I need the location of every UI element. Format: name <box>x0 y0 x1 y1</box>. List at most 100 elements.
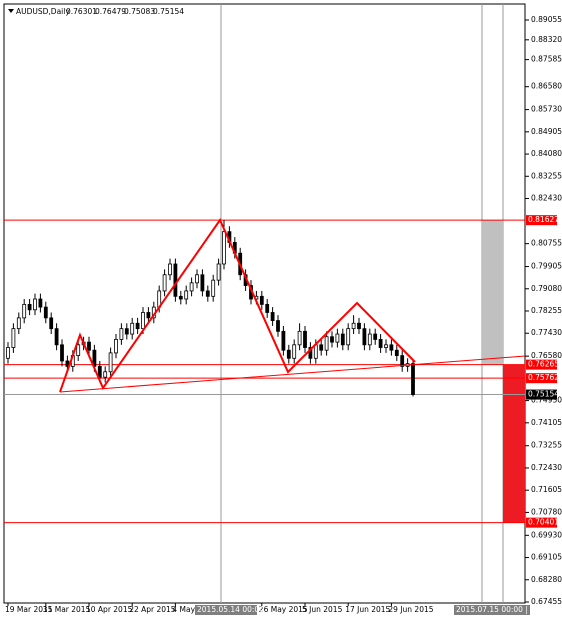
y-tick-label: 0.84080 <box>531 149 562 158</box>
candle-body <box>216 263 221 281</box>
candle-body <box>335 333 340 343</box>
candle-body <box>168 263 172 276</box>
price-tag-label: 0.70401 <box>528 518 559 527</box>
price-tag-label: 0.76265 <box>528 360 559 369</box>
candle-body <box>33 298 37 311</box>
candle-body <box>119 328 124 340</box>
candle-body <box>357 322 361 330</box>
candle-body <box>330 336 334 343</box>
candle-body <box>351 322 356 330</box>
crosshair-tag <box>195 605 257 615</box>
header-close: 0.75154 <box>153 7 184 16</box>
y-tick-label: 0.88320 <box>531 35 562 44</box>
x-tick-label: 5 Jun 2015 <box>302 605 343 614</box>
plot-frame <box>3 3 526 604</box>
candle-body <box>265 304 270 313</box>
y-tick-label: 0.83255 <box>531 171 562 180</box>
y-tick-label: 0.77430 <box>531 328 562 337</box>
zone-box <box>482 220 503 365</box>
y-tick-label: 0.79905 <box>531 262 562 271</box>
y-tick-label: 0.72430 <box>531 463 562 472</box>
candle-body <box>411 363 415 395</box>
candle-body <box>114 339 118 354</box>
price-tag-label: 0.75154 <box>528 390 559 399</box>
pattern-drawing <box>59 217 416 393</box>
y-tick-label: 0.73255 <box>531 441 562 450</box>
y-tick-label: 0.70780 <box>531 507 562 516</box>
x-tick-label: 31 Mar 2015 <box>43 605 91 614</box>
price-tag <box>526 359 557 370</box>
y-tick-label: 0.68280 <box>531 575 562 584</box>
candle-body <box>205 290 210 297</box>
candle-body <box>276 320 280 332</box>
candle-body <box>97 365 102 378</box>
future-tag <box>454 605 530 615</box>
price-tag <box>526 215 557 226</box>
y-tick-label: 0.82430 <box>531 194 562 203</box>
candle-body <box>141 312 145 330</box>
y-tick-label: 0.74105 <box>531 418 562 427</box>
candle-body <box>367 333 372 346</box>
y-tick-label: 0.89055 <box>531 15 562 24</box>
candle-body <box>189 282 194 292</box>
candle-body <box>297 330 302 346</box>
y-tick-label: 0.69105 <box>531 553 562 562</box>
candle-body <box>259 295 264 305</box>
price-tag <box>526 389 557 400</box>
candle-body <box>286 349 291 359</box>
price-tag-label: 0.75762 <box>528 373 559 382</box>
candle-body <box>60 344 64 362</box>
y-tick-label: 0.85730 <box>531 105 562 114</box>
y-tick-label: 0.86580 <box>531 82 562 91</box>
y-tick-label: 0.87585 <box>531 55 562 64</box>
candle-body <box>54 328 59 346</box>
candle-body <box>146 312 151 319</box>
y-tick-label: 0.79080 <box>531 284 562 293</box>
candle-body <box>6 347 10 359</box>
candle-body <box>324 336 329 351</box>
candle-body <box>340 333 345 346</box>
candle-body <box>319 344 324 351</box>
candle-body <box>43 306 48 319</box>
chart-title: AUDUSD,Daily <box>16 7 70 16</box>
candle-body <box>173 263 178 297</box>
x-tick-label: 4 May 2015 <box>172 605 216 614</box>
candle-body <box>27 304 32 311</box>
x-tick-label: 29 Jun 2015 <box>388 605 433 614</box>
y-tick-label: 0.76580 <box>531 351 562 360</box>
y-tick-label: 0.74930 <box>531 396 562 405</box>
candle-body <box>108 352 113 373</box>
candle-body <box>195 274 199 284</box>
neckline <box>59 355 526 393</box>
candle-body <box>11 328 16 348</box>
candle-body <box>394 349 399 356</box>
zone-box <box>503 364 525 523</box>
candle-body <box>211 279 216 297</box>
candle-body <box>200 274 205 292</box>
candle-body <box>162 274 167 292</box>
candle-body <box>38 298 43 308</box>
candle-body <box>130 322 135 335</box>
header-high: 0.76479 <box>95 7 126 16</box>
candle-body <box>124 328 129 335</box>
price-tag <box>526 517 557 528</box>
candle-body <box>389 344 394 351</box>
candle-body <box>270 312 275 321</box>
candle-body <box>281 330 286 351</box>
candle-body <box>378 339 383 348</box>
candle-body <box>373 333 378 340</box>
candle-body <box>362 328 367 346</box>
candle-body <box>292 344 297 359</box>
candle-body <box>308 347 313 359</box>
candle-body <box>184 290 189 300</box>
candle-body <box>346 328 351 346</box>
candle-body <box>222 231 226 265</box>
price-tag <box>526 373 557 384</box>
candle-body <box>384 344 388 348</box>
candle-body <box>400 355 405 367</box>
menu-arrow[interactable] <box>8 9 14 13</box>
candle-body <box>16 317 21 330</box>
x-tick-label: 22 Apr 2015 <box>129 605 176 614</box>
candle-body <box>49 317 54 330</box>
y-tick-label: 0.69930 <box>531 530 562 539</box>
